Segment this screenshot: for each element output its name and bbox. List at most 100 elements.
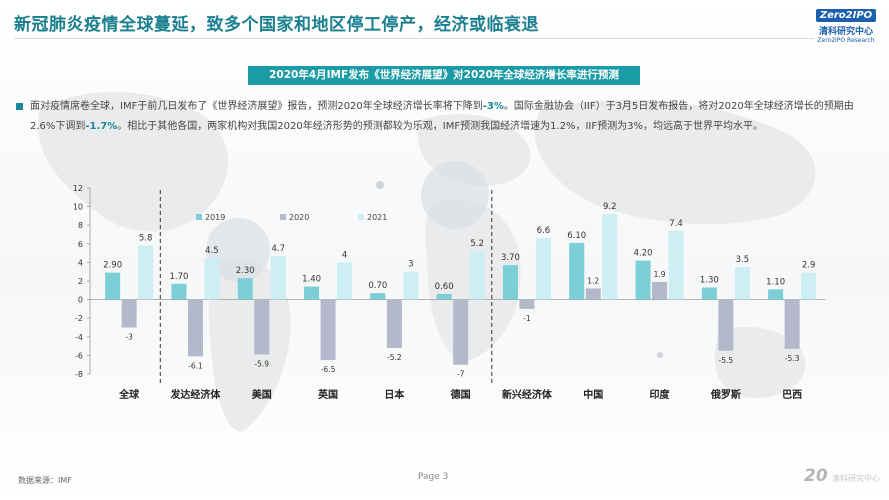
x-category-label: 德国 <box>450 388 471 401</box>
y-tick-label: 12 <box>73 184 83 193</box>
y-tick-label: -2 <box>75 314 83 323</box>
bar-2021 <box>403 271 419 300</box>
bar-2019 <box>105 272 121 300</box>
data-label-2020: -5.2 <box>387 353 402 362</box>
page-title: 新冠肺炎疫情全球蔓延，致多个国家和地区停工停产，经济或临衰退 <box>14 15 539 35</box>
y-tick-label: -6 <box>75 351 83 360</box>
data-label-2021: 5.2 <box>470 239 484 249</box>
x-category-label: 日本 <box>384 388 405 401</box>
bar-2021 <box>801 272 817 300</box>
y-tick-label: 4 <box>78 258 83 267</box>
title-divider <box>14 38 814 39</box>
data-source-note: 数据来源：IMF <box>18 476 72 485</box>
bar-2021 <box>668 230 684 300</box>
y-tick-label: -4 <box>75 333 83 342</box>
legend-swatch-2020 <box>280 214 286 220</box>
data-label-2020: -1 <box>523 314 531 323</box>
data-label-2019: 0.70 <box>368 281 387 291</box>
bar-2020 <box>718 299 734 351</box>
data-label-2019: 2.30 <box>236 266 255 276</box>
logo-en-name: Zero2IPO Research <box>817 37 875 44</box>
bar-2019 <box>502 265 518 300</box>
y-tick-label: 8 <box>78 221 83 230</box>
x-category-label: 印度 <box>650 388 671 401</box>
data-label-2020: -5.9 <box>254 359 269 368</box>
bar-2021 <box>337 262 353 300</box>
legend-label-2020: 2020 <box>289 213 309 222</box>
data-label-2021: 6.6 <box>537 226 551 236</box>
bar-2020 <box>784 299 800 349</box>
data-label-2021: 2.9 <box>802 261 816 271</box>
data-label-2021: 3.5 <box>736 255 750 265</box>
bar-2020 <box>320 299 336 361</box>
bar-2019 <box>370 293 386 300</box>
data-label-2021: 4.7 <box>271 244 285 254</box>
footer-brand-text: 清科研究中心 <box>832 474 880 483</box>
bar-2020 <box>254 299 270 355</box>
data-label-2021: 5.8 <box>139 234 153 244</box>
data-label-2019: 0.60 <box>435 282 454 292</box>
y-tick-label: 10 <box>73 203 83 212</box>
brand-logo: Zero2IPO 清科研究中心 Zero2IPO Research <box>812 9 880 44</box>
data-label-2020: -5.3 <box>785 354 800 363</box>
page-number: Page 3 <box>418 472 449 482</box>
data-label-2021: 7.4 <box>669 219 683 229</box>
x-category-label: 美国 <box>252 388 272 401</box>
data-label-2021: 9.2 <box>603 202 617 212</box>
legend-label-2019: 2019 <box>205 213 225 222</box>
legend-swatch-2021 <box>358 214 364 220</box>
y-tick-label: -8 <box>75 370 83 379</box>
bar-2020 <box>453 299 469 365</box>
data-label-2020: 1.2 <box>587 276 599 285</box>
data-label-2020: -6.1 <box>188 361 203 370</box>
x-category-label: 发达经济体 <box>169 388 221 401</box>
logo-cn-name: 清科研究中心 <box>818 27 873 37</box>
data-label-2019: 4.20 <box>634 249 653 259</box>
bar-2021 <box>138 245 154 300</box>
data-label-2020: 1.9 <box>654 270 666 279</box>
bar-2019 <box>237 278 253 300</box>
y-tick-label: 6 <box>78 240 83 249</box>
data-label-2021: 4.5 <box>205 246 219 256</box>
data-label-2021: 4 <box>342 250 347 260</box>
data-label-2020: -7 <box>457 370 465 379</box>
legend-label-2021: 2021 <box>367 213 387 222</box>
paragraph-part-1: 面对疫情席卷全球，IMF于前几日发布了《世界经济展望》报告，预测2020年全球经… <box>30 101 483 112</box>
bar-2020 <box>121 299 137 328</box>
x-category-label: 俄罗斯 <box>710 388 741 401</box>
data-label-2021: 3 <box>408 260 413 270</box>
bar-2021 <box>270 255 286 300</box>
paragraph-part-2: 。国际金融协会（IIF）于3月5日发布报告，将对2020年全球经济增长的预期由2… <box>30 101 854 132</box>
paragraph-highlight-1: -3% <box>482 101 504 112</box>
footer-brand-number: 20 <box>804 466 828 486</box>
bar-2019 <box>701 287 717 300</box>
data-label-2019: 1.70 <box>169 272 188 282</box>
section-banner: 2020年4月IMF发布《世界经济展望》对2020年全球经济增长率进行预测 <box>248 66 640 85</box>
data-label-2019: 2.90 <box>103 261 122 271</box>
bar-2019 <box>436 294 452 300</box>
bar-2019 <box>171 283 187 300</box>
bar-2019 <box>304 286 320 300</box>
bar-2021 <box>602 214 618 300</box>
x-category-label: 中国 <box>583 388 603 401</box>
footer-brand-logo: 20 清科研究中心 <box>804 466 884 494</box>
data-label-2019: 3.70 <box>501 253 520 263</box>
legend-swatch-2019 <box>196 214 202 220</box>
bar-2020 <box>519 299 535 309</box>
bar-2020 <box>585 288 601 300</box>
x-category-label: 英国 <box>317 388 338 401</box>
bar-2021 <box>535 238 551 300</box>
bullet-square-icon <box>16 103 23 110</box>
bar-2021 <box>469 251 485 300</box>
data-label-2020: -3 <box>125 333 133 342</box>
data-label-2019: 6.10 <box>567 231 586 241</box>
bar-2021 <box>734 267 750 300</box>
logo-badge: Zero2IPO <box>815 9 877 22</box>
bar-2020 <box>386 299 402 348</box>
x-category-label: 新兴经济体 <box>502 388 553 401</box>
x-category-label: 巴西 <box>782 389 802 401</box>
paragraph-part-3: 。相比于其他各国，两家机构对我国2020年经济形势的预测都较为乐观，IMF预测我… <box>117 121 763 132</box>
summary-paragraph: 面对疫情席卷全球，IMF于前几日发布了《世界经济展望》报告，预测2020年全球经… <box>16 97 872 137</box>
